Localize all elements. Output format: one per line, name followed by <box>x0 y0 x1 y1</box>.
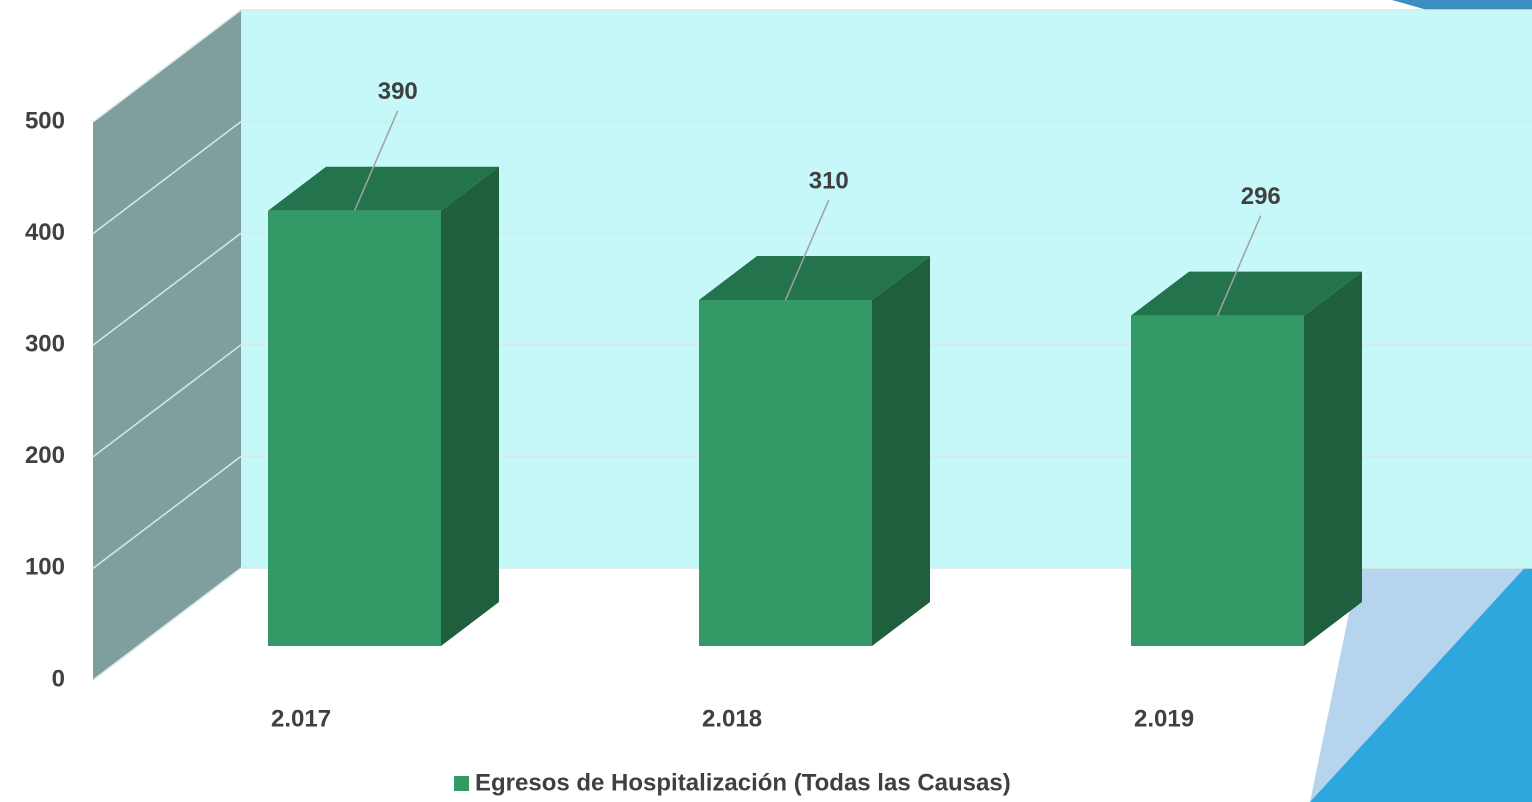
y-tick-label: 400 <box>25 219 65 246</box>
bar-side <box>441 166 499 646</box>
leader-line <box>784 199 830 301</box>
bar <box>699 300 872 646</box>
data-label: 296 <box>1241 183 1281 210</box>
bar-side <box>1304 271 1362 646</box>
labels: 0 100 200 300 400 500 390 2.017 310 2.018 296 2.019 <box>25 78 1281 732</box>
grid-line <box>92 9 242 123</box>
y-tick-label: 500 <box>25 107 65 134</box>
y-tick-label: 200 <box>25 442 65 469</box>
bar-top <box>268 166 499 211</box>
x-tick-label: 2.017 <box>271 705 331 732</box>
side-wall <box>93 10 241 680</box>
y-tick-label: 300 <box>25 331 65 358</box>
data-label: 310 <box>809 167 849 194</box>
bar <box>1131 315 1304 646</box>
grid-line <box>92 455 242 569</box>
bar <box>268 210 441 646</box>
legend-label: Egresos de Hospitalización (Todas las Ca… <box>475 769 1011 796</box>
leader-line <box>1216 215 1262 316</box>
y-tick-label: 100 <box>25 554 65 581</box>
x-tick-label: 2.019 <box>1134 705 1194 732</box>
grid-line <box>92 344 242 458</box>
data-label: 390 <box>378 78 418 105</box>
bars <box>268 166 1362 646</box>
x-tick-label: 2.018 <box>702 705 762 732</box>
grid-line <box>92 121 242 235</box>
leader-line <box>353 110 399 212</box>
bar-side <box>872 256 930 646</box>
decoration <box>1310 560 1532 802</box>
bar-top <box>699 256 930 301</box>
legend-swatch <box>454 776 469 791</box>
grid-line <box>92 567 242 681</box>
bar-top <box>1131 271 1362 316</box>
grid-line <box>92 232 242 346</box>
y-tick-label: 0 <box>52 665 65 692</box>
